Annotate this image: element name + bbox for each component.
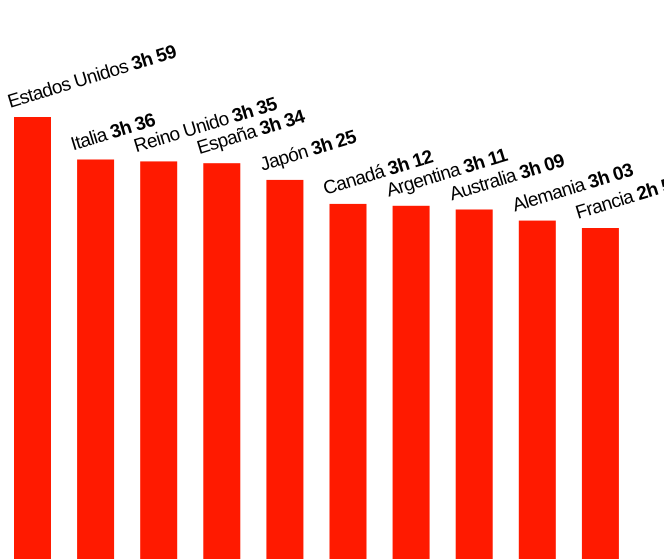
bar-australia bbox=[455, 209, 493, 559]
bars-group bbox=[14, 117, 619, 559]
value-label: 3h 59 bbox=[129, 42, 179, 75]
bar-reino-unido bbox=[140, 161, 178, 559]
category-label: Estados Unidos bbox=[5, 55, 135, 113]
value-label: 3h 09 bbox=[517, 150, 567, 183]
bar-italia bbox=[77, 159, 115, 559]
value-label: 3h 25 bbox=[309, 126, 360, 160]
bar-argentina bbox=[392, 205, 430, 559]
category-label: Japón bbox=[258, 140, 315, 176]
category-label: Italia bbox=[68, 123, 114, 155]
value-label: 2h 59 bbox=[634, 172, 664, 205]
bar-japón bbox=[266, 179, 304, 559]
bar-francia bbox=[581, 228, 619, 559]
bar-estados-unidos bbox=[14, 117, 51, 559]
data-label-estados-unidos: Estados Unidos 3h 59 bbox=[5, 42, 178, 113]
bar-alemania bbox=[518, 220, 556, 559]
bar-canadá bbox=[329, 203, 367, 559]
category-label: Canadá bbox=[321, 160, 392, 200]
bar-españa bbox=[203, 163, 241, 559]
